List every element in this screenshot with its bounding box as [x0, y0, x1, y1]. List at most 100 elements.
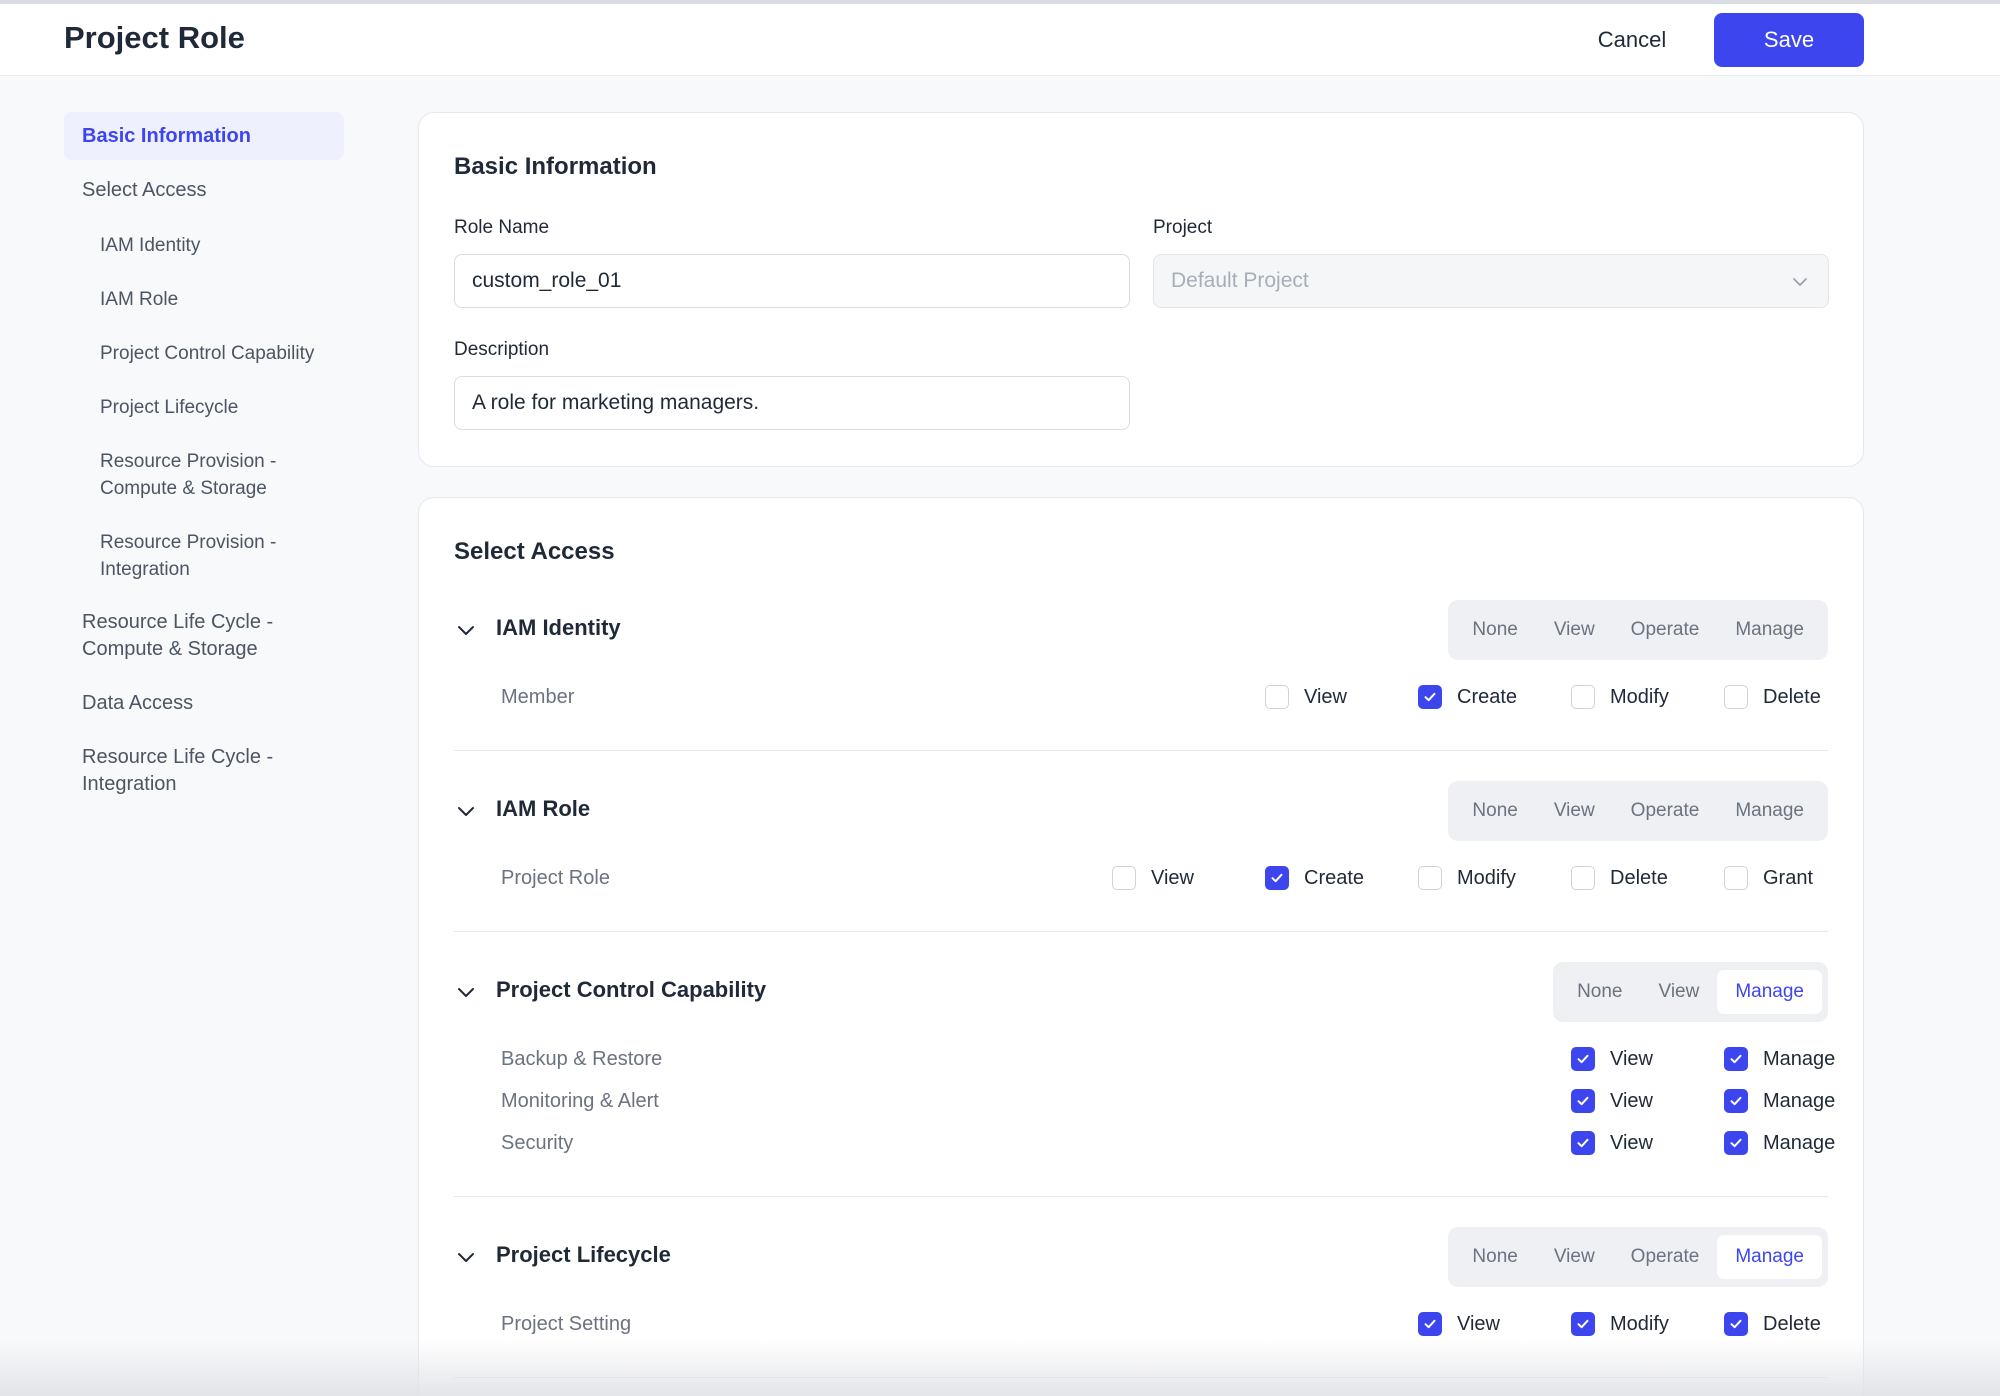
permission-label: Manage — [1763, 1089, 1836, 1112]
permission-checkbox[interactable] — [1724, 685, 1748, 709]
access-level-none[interactable]: None — [1472, 1246, 1518, 1267]
permission-label: View — [1304, 685, 1347, 708]
access-level-operate[interactable]: Operate — [1630, 619, 1700, 640]
permission-manage: Manage — [1724, 1131, 1835, 1155]
section-divider — [454, 750, 1828, 751]
chevron-down-icon[interactable] — [454, 980, 478, 1004]
section-header-project-lifecycle: Project Lifecycle None View Operate Manage — [454, 1227, 1828, 1287]
permission-label: Modify — [1457, 866, 1516, 889]
sidebar-item-resource-provision-compute[interactable]: Resource Provision - Compute & Storage — [100, 451, 277, 499]
permission-modify: Modify — [1571, 1312, 1669, 1336]
permission-checkbox[interactable] — [1724, 1047, 1748, 1071]
check-icon — [1730, 1096, 1742, 1106]
access-level-view[interactable]: View — [1553, 800, 1595, 821]
check-icon — [1577, 1319, 1589, 1329]
access-level-none[interactable]: None — [1472, 800, 1518, 821]
permission-label: Modify — [1610, 685, 1669, 708]
permission-label: Delete — [1763, 685, 1821, 708]
section-header-project-control-capability: Project Control Capability None View Manage — [454, 962, 1828, 1022]
permission-checkbox[interactable] — [1571, 1312, 1595, 1336]
check-icon — [1730, 1054, 1742, 1064]
access-level-operate[interactable]: Operate — [1630, 800, 1700, 821]
permission-row-label: Backup & Restore — [501, 1048, 663, 1070]
section-title: Project Lifecycle — [496, 1242, 671, 1267]
sidebar-item-select-access[interactable]: Select Access — [82, 179, 207, 201]
permission-manage: Manage — [1724, 1089, 1835, 1113]
section-header-iam-role: IAM Role None View Operate Manage — [454, 781, 1828, 841]
access-level-manage[interactable]: Manage — [1717, 970, 1822, 1014]
permission-checkbox[interactable] — [1724, 1089, 1748, 1113]
access-level-view[interactable]: View — [1658, 981, 1700, 1002]
access-level-view[interactable]: View — [1553, 1246, 1595, 1267]
access-level-operate[interactable]: Operate — [1630, 1246, 1700, 1267]
permission-checkbox[interactable] — [1724, 1131, 1748, 1155]
section-divider — [454, 1377, 1828, 1378]
permission-checkbox[interactable] — [1571, 1131, 1595, 1155]
permission-create: Create — [1418, 685, 1517, 709]
permission-view: View — [1571, 1089, 1653, 1113]
permission-delete: Delete — [1724, 685, 1821, 709]
permission-checkbox[interactable] — [1265, 866, 1289, 890]
description-label: Description — [454, 339, 550, 360]
check-icon — [1730, 1319, 1742, 1329]
permission-checkbox[interactable] — [1418, 1312, 1442, 1336]
access-level-manage[interactable]: Manage — [1735, 800, 1804, 821]
access-level-none[interactable]: None — [1472, 619, 1518, 640]
check-icon — [1424, 692, 1436, 702]
permission-label: View — [1610, 1047, 1653, 1070]
permission-label: Create — [1304, 866, 1365, 889]
permission-view: View — [1571, 1047, 1653, 1071]
permission-label: Create — [1457, 685, 1518, 708]
section-title: Project Control Capability — [496, 977, 767, 1002]
role-name-label: Role Name — [454, 217, 550, 238]
chevron-down-icon[interactable] — [454, 618, 478, 642]
check-icon — [1271, 873, 1283, 883]
permission-checkbox[interactable] — [1571, 866, 1595, 890]
page-title: Project Role — [64, 20, 245, 55]
permission-view: View — [1265, 685, 1347, 709]
permission-checkbox[interactable] — [1724, 866, 1748, 890]
sidebar-item-data-access[interactable]: Data Access — [82, 692, 194, 714]
permission-label: Manage — [1763, 1131, 1836, 1154]
description-input[interactable]: A role for marketing managers. — [454, 376, 1130, 430]
access-level-view[interactable]: View — [1553, 619, 1595, 640]
permission-row-label: Member — [501, 686, 575, 708]
permission-label: Manage — [1763, 1047, 1836, 1070]
sidebar-item-iam-role[interactable]: IAM Role — [100, 289, 179, 310]
project-select[interactable]: Default Project — [1153, 254, 1829, 308]
chevron-down-icon[interactable] — [454, 1245, 478, 1269]
permission-label: Delete — [1610, 866, 1668, 889]
access-level-manage[interactable]: Manage — [1735, 619, 1804, 640]
permission-checkbox[interactable] — [1418, 866, 1442, 890]
sidebar-item-project-lifecycle[interactable]: Project Lifecycle — [100, 397, 239, 418]
project-label: Project — [1153, 217, 1213, 238]
access-level-manage[interactable]: Manage — [1717, 1235, 1822, 1279]
permission-checkbox[interactable] — [1418, 685, 1442, 709]
basic-information-card: Basic Information Role Name custom_role_… — [418, 112, 1864, 467]
permission-label: Grant — [1763, 866, 1814, 889]
permission-manage: Manage — [1724, 1047, 1835, 1071]
access-level-none[interactable]: None — [1577, 981, 1623, 1002]
save-button[interactable]: Save — [1714, 13, 1864, 67]
chevron-down-icon[interactable] — [454, 799, 478, 823]
permission-checkbox[interactable] — [1571, 1089, 1595, 1113]
sidebar-item-resource-life-cycle-integration[interactable]: Resource Life Cycle - Integration — [82, 746, 274, 795]
role-name-input[interactable]: custom_role_01 — [454, 254, 1130, 308]
section-title: IAM Identity — [496, 615, 621, 640]
sidebar-item-iam-identity[interactable]: IAM Identity — [100, 235, 201, 256]
sidebar-item-resource-life-cycle-compute[interactable]: Resource Life Cycle - Compute & Storage — [82, 611, 274, 660]
cancel-button[interactable]: Cancel — [1597, 27, 1667, 52]
select-access-card: Select Access IAM Identity None View Operat… — [418, 497, 1864, 1396]
permission-delete: Delete — [1724, 1312, 1821, 1336]
basic-information-title: Basic Information — [454, 153, 657, 180]
sidebar-item-resource-provision-integration[interactable]: Resource Provision - Integration — [100, 532, 277, 580]
permission-checkbox[interactable] — [1724, 1312, 1748, 1336]
permission-checkbox[interactable] — [1265, 685, 1289, 709]
permission-checkbox[interactable] — [1112, 866, 1136, 890]
section-title: IAM Role — [496, 796, 591, 821]
permission-checkbox[interactable] — [1571, 1047, 1595, 1071]
sidebar-item-basic-information[interactable]: Basic Information — [64, 112, 344, 160]
permission-row-label: Project Role — [501, 867, 610, 889]
sidebar-item-project-control-capability[interactable]: Project Control Capability — [100, 343, 315, 364]
permission-checkbox[interactable] — [1571, 685, 1595, 709]
